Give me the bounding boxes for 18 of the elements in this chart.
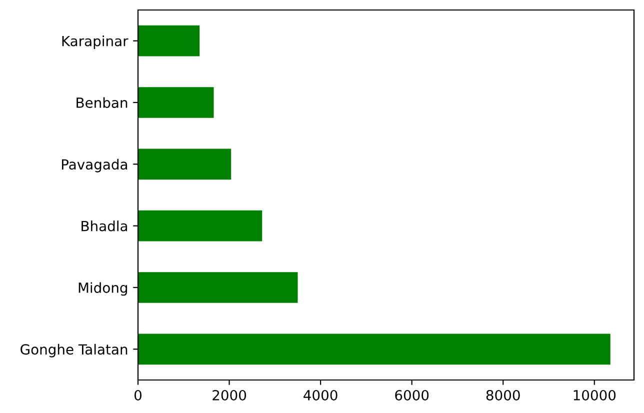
x-tick-label: 0	[134, 390, 142, 400]
y-tick-label: Gonghe Talatan	[20, 344, 128, 358]
y-tick-label: Pavagada	[62, 158, 128, 172]
x-tick-label: 10000	[574, 390, 616, 400]
bar	[138, 334, 610, 365]
bar	[138, 210, 262, 242]
bar	[138, 25, 200, 56]
x-tick-label: 6000	[395, 390, 429, 400]
x-tick-label: 2000	[212, 390, 246, 400]
x-tick-label: 4000	[304, 390, 338, 400]
y-tick-label: Bhadla	[82, 220, 128, 232]
bar	[138, 87, 214, 118]
bar	[138, 272, 298, 303]
x-tick-label: 8000	[486, 390, 520, 400]
y-tick-label: Midong	[78, 282, 128, 296]
y-tick-label: Karapinar	[62, 36, 128, 49]
y-tick-label: Benban	[76, 97, 128, 108]
bar	[138, 148, 232, 180]
